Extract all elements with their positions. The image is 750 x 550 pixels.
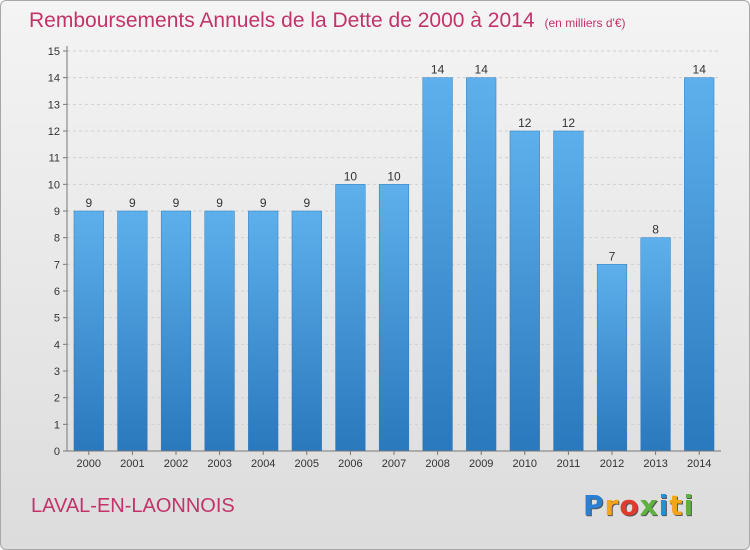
y-tick-label: 14 (48, 73, 60, 85)
bar-value-label: 10 (387, 169, 401, 183)
chart-bars (73, 77, 715, 452)
bar-value-label: 9 (303, 196, 310, 210)
logo-letter: i (683, 489, 695, 522)
bar-value-label: 9 (260, 196, 267, 210)
bar (422, 77, 453, 452)
bar (466, 77, 497, 452)
bar-value-label: 10 (344, 169, 358, 183)
bar (248, 210, 279, 452)
y-tick-label: 0 (54, 446, 60, 458)
bar (117, 210, 148, 452)
x-tick-label: 2012 (600, 458, 624, 470)
x-tick-label: 2000 (77, 458, 101, 470)
bar (291, 210, 322, 452)
bar-value-label: 12 (562, 116, 576, 130)
logo-letter: x (639, 489, 659, 522)
x-tick-label: 2014 (687, 458, 711, 470)
x-axis-ticks: 2000 2001 2002 2003 2004 2005 2006 2007 2008 2009… (77, 451, 711, 470)
y-tick-label: 15 (48, 46, 60, 58)
logo-letter: i (658, 489, 670, 522)
bar (378, 184, 410, 452)
x-tick-label: 2011 (557, 458, 581, 470)
y-tick-label: 1 (54, 419, 60, 431)
chart-value-labels: 9 9 9 9 9 9 10 10 14 14 12 12 7 8 14 (85, 63, 706, 264)
x-tick-label: 2009 (469, 458, 493, 470)
y-tick-label: 12 (48, 126, 60, 138)
proxiti-logo: Proxiti (583, 489, 694, 522)
place-name: LAVAL-EN-LAONNOIS (31, 495, 235, 517)
x-tick-label: 2008 (425, 458, 449, 470)
bar-value-label: 9 (129, 196, 136, 210)
y-tick-label: 11 (49, 153, 60, 165)
y-tick-label: 7 (54, 259, 60, 271)
bar-value-label: 9 (173, 196, 180, 210)
bar (596, 264, 628, 452)
y-tick-label: 4 (54, 339, 60, 351)
y-tick-label: 6 (54, 286, 60, 298)
bar-value-label: 7 (609, 249, 616, 263)
y-tick-label: 3 (54, 366, 60, 378)
bar (684, 77, 715, 452)
y-tick-label: 8 (54, 233, 60, 245)
y-tick-label: 2 (54, 393, 60, 405)
bar-value-label: 14 (431, 63, 445, 77)
logo-letter: o (619, 489, 640, 522)
bar-value-label: 9 (85, 196, 92, 210)
x-tick-label: 2002 (164, 458, 188, 470)
chart-title: Remboursements Annuels de la Dette de 20… (29, 9, 626, 33)
bar-value-label: 12 (518, 116, 532, 130)
bar (73, 210, 104, 452)
bar-value-label: 8 (652, 223, 659, 237)
bar (204, 210, 235, 452)
x-tick-label: 2003 (207, 458, 231, 470)
bar-value-label: 14 (693, 63, 707, 77)
x-tick-label: 2013 (643, 458, 667, 470)
y-tick-label: 5 (54, 313, 60, 325)
y-tick-label: 10 (48, 179, 60, 191)
x-tick-label: 2007 (382, 458, 406, 470)
bar-value-label: 9 (216, 196, 223, 210)
chart-subtitle: (en milliers d'€) (544, 16, 626, 30)
logo-letter: P (583, 489, 605, 522)
x-tick-label: 2001 (120, 458, 144, 470)
bar (335, 184, 366, 452)
x-tick-label: 2006 (338, 458, 362, 470)
bar-value-label: 14 (475, 63, 489, 77)
y-tick-label: 13 (48, 99, 60, 111)
logo-letter: r (604, 489, 620, 522)
bar (509, 130, 540, 452)
x-tick-label: 2004 (251, 458, 275, 470)
logo-letter: t (669, 489, 684, 522)
bar (553, 130, 584, 452)
y-tick-label: 9 (54, 206, 60, 218)
x-tick-label: 2010 (513, 458, 537, 470)
bar (160, 210, 192, 452)
x-tick-label: 2005 (295, 458, 319, 470)
bar (640, 237, 671, 452)
chart-title-text: Remboursements Annuels de la Dette de 20… (29, 9, 535, 32)
